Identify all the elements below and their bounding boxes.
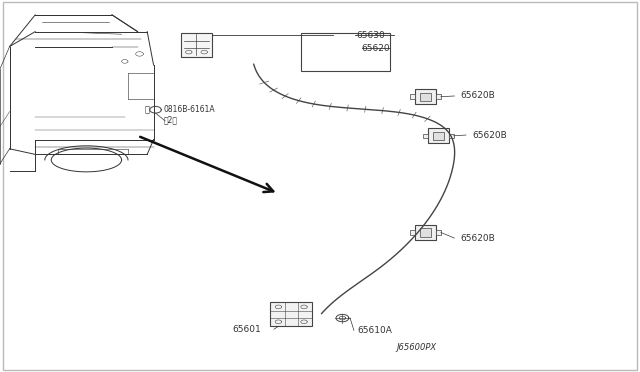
Text: 65620B: 65620B	[461, 234, 495, 243]
Text: 0816B-6161A: 0816B-6161A	[163, 105, 215, 114]
Bar	[420, 93, 431, 101]
Bar	[415, 225, 436, 240]
Text: 65620B: 65620B	[472, 131, 507, 140]
Bar	[270, 302, 312, 327]
Text: （2）: （2）	[163, 116, 177, 125]
Text: 65630: 65630	[356, 31, 385, 40]
Bar	[436, 230, 441, 235]
Text: 65610A: 65610A	[357, 326, 392, 335]
Bar	[301, 33, 390, 71]
Text: 65601: 65601	[232, 325, 261, 334]
Bar	[420, 228, 431, 237]
Text: 65620B: 65620B	[461, 92, 495, 100]
Text: 65620: 65620	[362, 44, 390, 53]
Bar	[449, 134, 454, 138]
Bar	[410, 230, 415, 235]
Bar	[181, 33, 212, 57]
Bar	[415, 89, 436, 104]
Text: J65600PX: J65600PX	[397, 343, 437, 352]
Bar	[428, 128, 449, 143]
Text: Ⓢ: Ⓢ	[144, 105, 149, 114]
Bar	[423, 134, 428, 138]
Bar	[410, 94, 415, 99]
Bar	[433, 132, 444, 140]
Bar	[436, 94, 441, 99]
